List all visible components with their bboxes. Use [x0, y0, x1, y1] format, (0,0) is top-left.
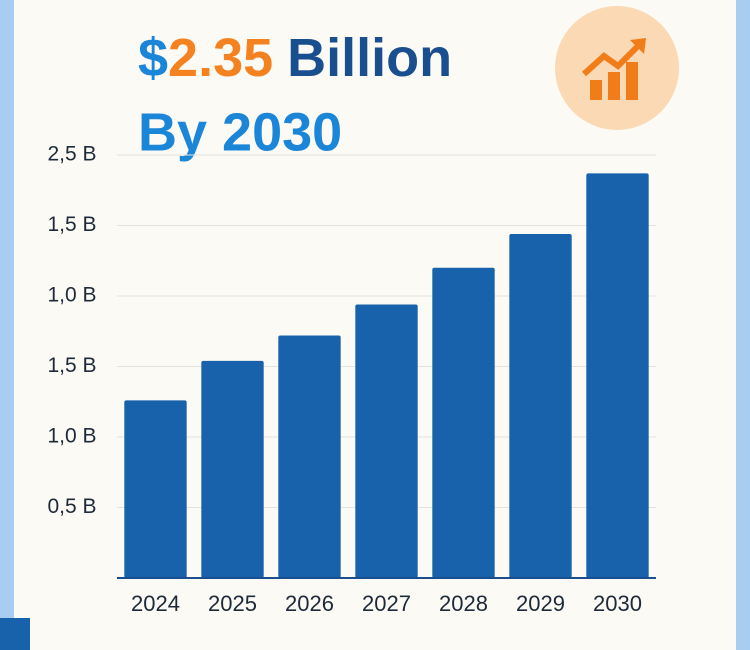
bar	[586, 173, 649, 578]
bar	[355, 304, 418, 578]
x-tick-label: 2026	[285, 591, 334, 616]
title-part: Billion	[287, 28, 452, 88]
icon	[555, 6, 679, 130]
x-tick-label: 2025	[208, 591, 257, 616]
title-part: 2.35	[168, 28, 273, 88]
x-tick-label: 2028	[439, 591, 488, 616]
corner-block	[0, 618, 30, 650]
y-tick-label: 2,5 B	[47, 143, 96, 166]
x-tick-label: 2027	[362, 591, 411, 616]
x-tick-label: 2029	[516, 591, 565, 616]
bar	[432, 267, 495, 578]
title-part: $	[138, 28, 168, 88]
bar	[278, 335, 341, 578]
bar	[201, 360, 264, 578]
y-tick-label: 1,0 B	[47, 425, 96, 448]
x-tick-label: 2024	[131, 591, 180, 616]
chart-title: $2.35 Billion	[138, 28, 452, 88]
y-tick-label: 1,5 B	[47, 354, 96, 377]
chart-subtitle: By 2030	[138, 102, 342, 162]
bar	[124, 400, 187, 578]
bar	[509, 233, 572, 578]
y-tick-label: 1,5 B	[47, 213, 96, 236]
y-tick-label: 1,0 B	[47, 284, 96, 307]
y-tick-label: 0,5 B	[47, 495, 96, 518]
x-tick-label: 2030	[593, 591, 642, 616]
